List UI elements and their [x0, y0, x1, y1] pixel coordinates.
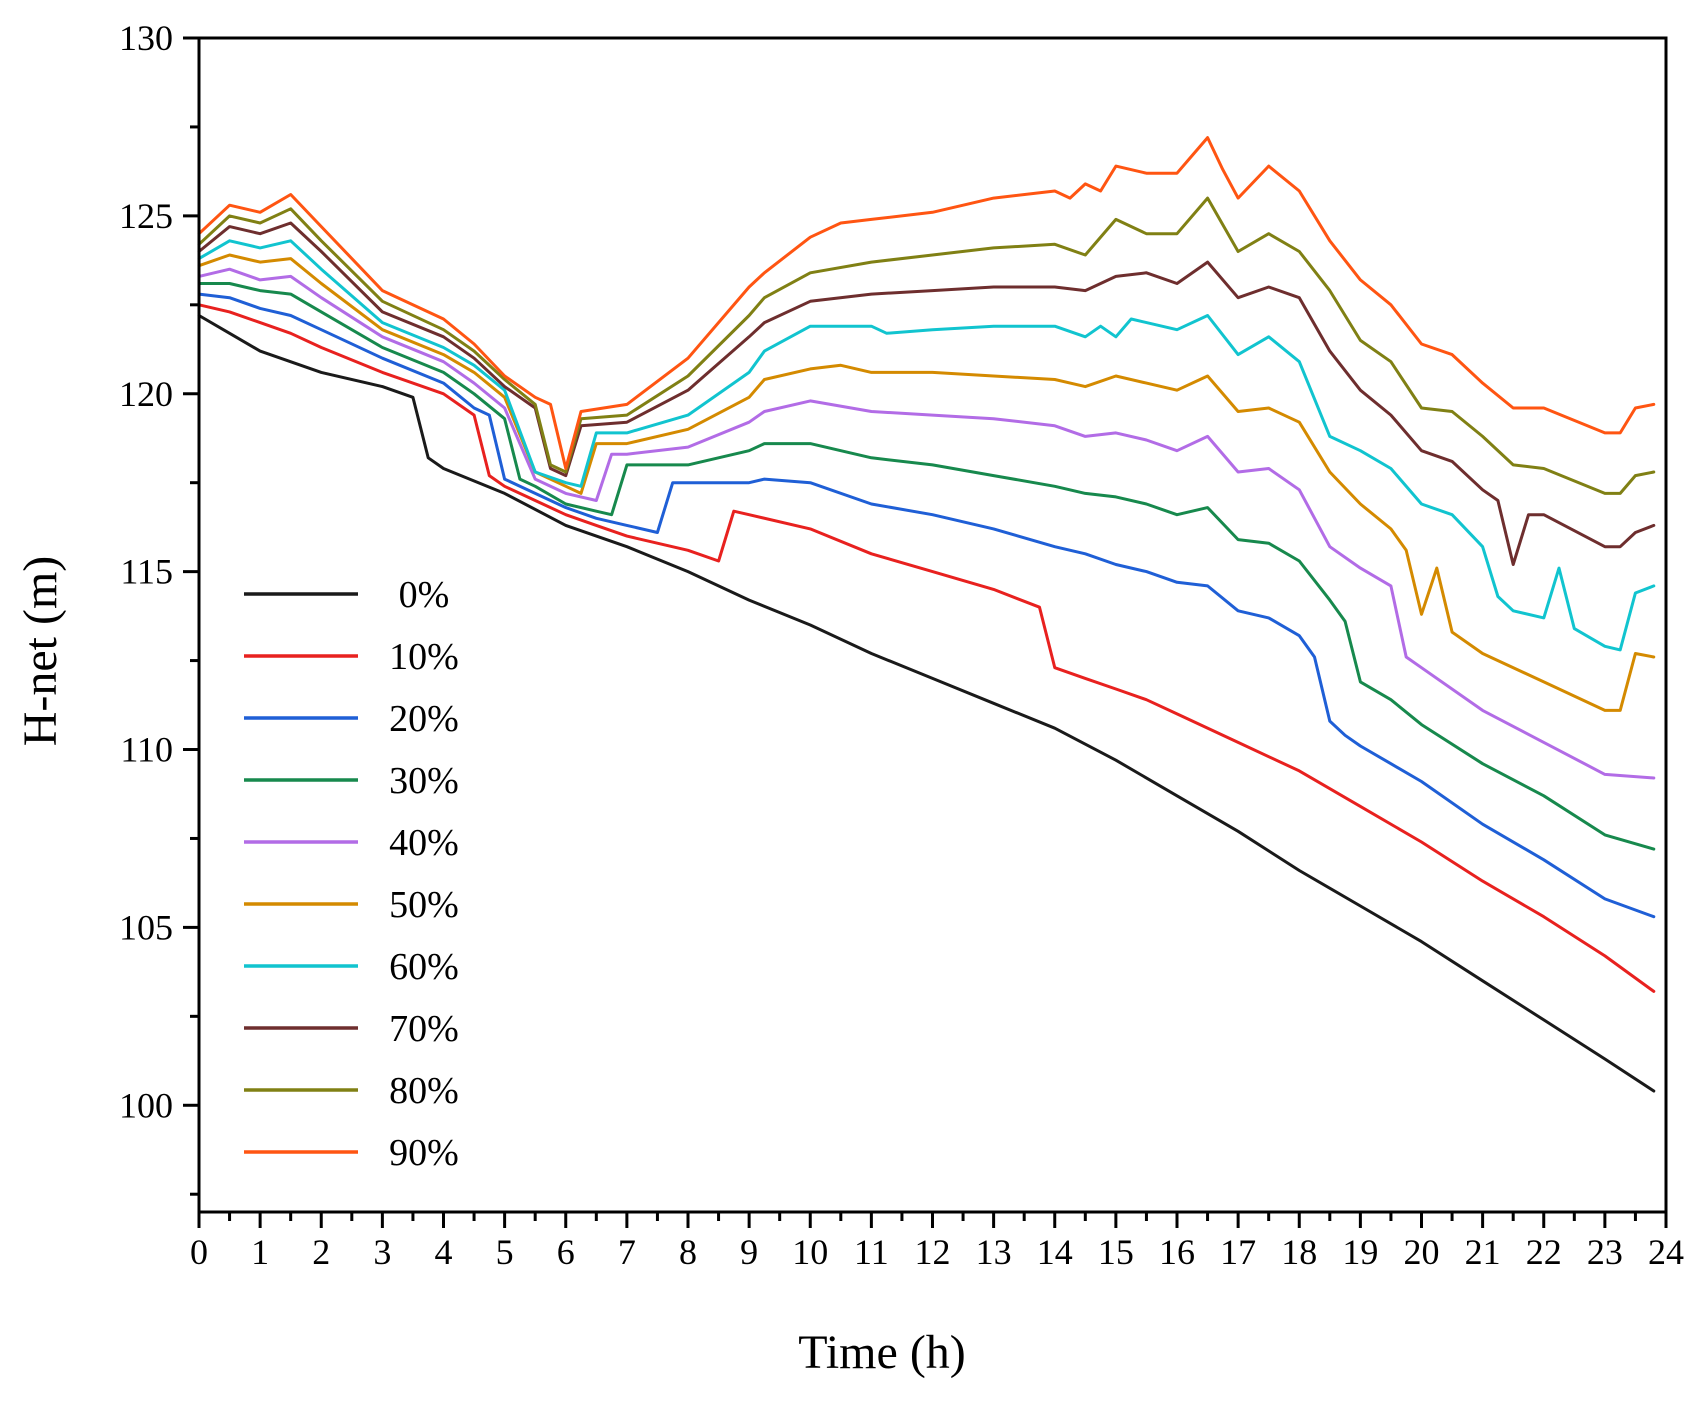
x-tick-label: 18 [1281, 1232, 1317, 1272]
legend-item: 60% [244, 946, 459, 988]
y-tick-label: 130 [119, 18, 173, 58]
x-tick-label: 8 [679, 1232, 697, 1272]
y-tick-label: 110 [120, 730, 173, 770]
legend-label: 50% [389, 884, 459, 926]
x-tick-label: 0 [190, 1232, 208, 1272]
x-tick-label: 5 [496, 1232, 514, 1272]
series-line-30pct [197, 282, 1656, 851]
legend-label: 70% [389, 1008, 459, 1050]
y-tick-label: 100 [119, 1085, 173, 1125]
ticks-layer: 0 1 2 3 4 5 6 7 8 9 10 11 12 13 14 15 16 17 18 19 20 21 22 23 24… [119, 18, 1684, 1272]
y-tick-label: 115 [120, 552, 173, 592]
series-line-80pct [197, 196, 1656, 495]
y-tick-label: 125 [119, 196, 173, 236]
x-tick-label: 13 [976, 1232, 1012, 1272]
series-line-10pct [197, 303, 1656, 993]
y-axis-title: H-net (m) [14, 556, 67, 747]
legend-label: 80% [389, 1070, 459, 1112]
legend-label: 0% [399, 574, 450, 616]
x-tick-label: 20 [1404, 1232, 1440, 1272]
legend-label: 20% [389, 698, 459, 740]
legend-item: 20% [244, 698, 459, 740]
legend-item: 10% [244, 636, 459, 678]
x-tick-label: 9 [740, 1232, 758, 1272]
legend-item: 80% [244, 1070, 459, 1112]
legend-item: 90% [244, 1132, 459, 1174]
x-tick-label: 16 [1159, 1232, 1195, 1272]
x-tick-label: 10 [792, 1232, 828, 1272]
legend-label: 30% [389, 760, 459, 802]
x-tick-label: 7 [618, 1232, 636, 1272]
x-tick-label: 12 [915, 1232, 951, 1272]
x-tick-label: 14 [1037, 1232, 1073, 1272]
x-tick-label: 6 [557, 1232, 575, 1272]
x-tick-label: 1 [251, 1232, 269, 1272]
legend-item: 40% [244, 822, 459, 864]
x-tick-label: 3 [373, 1232, 391, 1272]
x-tick-label: 17 [1220, 1232, 1256, 1272]
x-tick-label: 4 [435, 1232, 453, 1272]
x-tick-label: 23 [1587, 1232, 1623, 1272]
series-line-60pct [197, 239, 1656, 652]
x-tick-label: 24 [1648, 1232, 1684, 1272]
x-tick-label: 21 [1465, 1232, 1501, 1272]
x-axis-title: Time (h) [798, 1326, 966, 1379]
legend-item: 0% [244, 574, 449, 616]
series-line-20pct [197, 292, 1656, 919]
series-line-0pct [197, 314, 1656, 1093]
y-tick-label: 120 [119, 374, 173, 414]
series-line-40pct [197, 267, 1656, 780]
x-tick-label: 22 [1526, 1232, 1562, 1272]
legend-item: 50% [244, 884, 459, 926]
series-line-70pct [197, 221, 1656, 566]
x-tick-label: 19 [1342, 1232, 1378, 1272]
series-line-50pct [197, 253, 1656, 712]
legend-item: 70% [244, 1008, 459, 1050]
legend: 0% 10% 20% 30% 40% 50% 60% 70% 80% 90% [244, 574, 459, 1174]
legend-label: 10% [389, 636, 459, 678]
legend-label: 40% [389, 822, 459, 864]
y-tick-label: 105 [119, 907, 173, 947]
x-tick-label: 11 [854, 1232, 889, 1272]
legend-label: 60% [389, 946, 459, 988]
legend-item: 30% [244, 760, 459, 802]
x-tick-label: 2 [312, 1232, 330, 1272]
series-line-90pct [197, 136, 1656, 470]
series-layer [197, 136, 1656, 1093]
x-tick-label: 15 [1098, 1232, 1134, 1272]
legend-label: 90% [389, 1132, 459, 1174]
